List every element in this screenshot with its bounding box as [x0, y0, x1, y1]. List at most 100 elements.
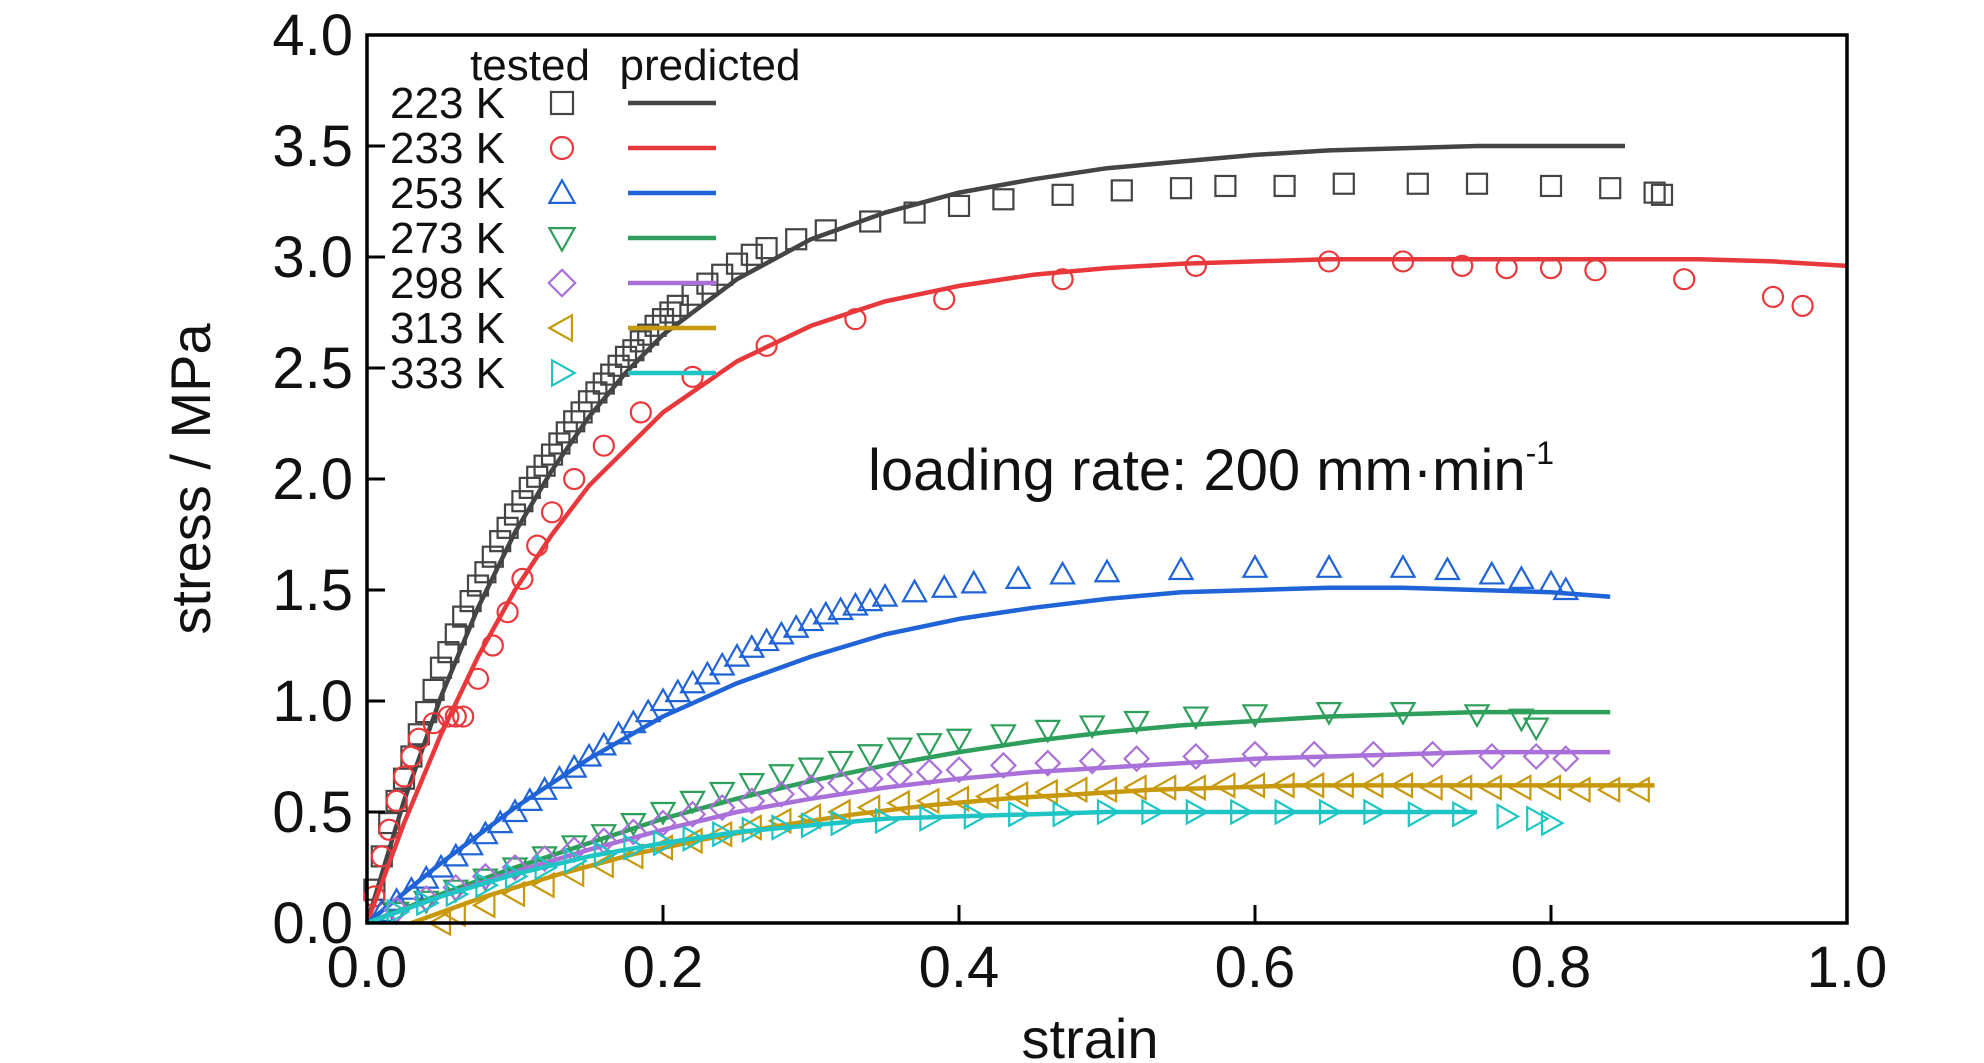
tested-point — [963, 803, 988, 830]
tested-point — [1004, 565, 1032, 590]
tested-point — [466, 574, 490, 597]
tested-point — [1391, 250, 1415, 273]
tested-point — [1389, 771, 1414, 799]
tested-point — [738, 633, 766, 658]
tested-point — [1317, 250, 1341, 273]
tested-point — [989, 751, 1017, 779]
x-tick-label: 0.2 — [623, 935, 704, 1000]
tested-point — [526, 465, 549, 488]
predicted-line — [366, 749, 1611, 926]
tested-point — [682, 825, 707, 853]
tested-point — [1643, 181, 1666, 204]
x-tick-label: 0.4 — [919, 935, 1000, 1000]
tested-point — [1478, 774, 1502, 801]
tested-point — [1508, 565, 1535, 590]
tested-point — [533, 454, 556, 477]
tested-point — [1241, 704, 1269, 729]
tested-point — [915, 758, 943, 786]
tested-point — [503, 503, 527, 526]
tested-point — [1241, 740, 1269, 768]
tested-point — [1650, 183, 1674, 206]
tested-point — [826, 798, 851, 826]
tested-point — [592, 434, 615, 457]
tested-point — [504, 863, 529, 890]
y-tick-label: 0.5 — [272, 780, 353, 845]
legend-label: 333 K — [390, 349, 505, 398]
legend-marker — [550, 358, 577, 388]
tested-point — [738, 773, 766, 797]
tested-point — [1451, 254, 1474, 277]
tested-point — [452, 605, 475, 628]
tested-point — [1273, 174, 1296, 198]
legend-marker — [547, 178, 577, 204]
predicted-line — [364, 143, 1625, 924]
tested-point — [607, 354, 630, 377]
tested-point — [767, 780, 795, 808]
tested-point — [930, 574, 958, 598]
tested-point — [797, 757, 825, 782]
tested-point — [1448, 774, 1473, 801]
tested-point — [1537, 569, 1565, 594]
axes: 0.0 0.2 0.4 0.6 0.8 1.0 0.0 0.5 1.0 1.5 2.0 2.5 3.0 3… — [272, 3, 1887, 1000]
tested-point — [1300, 771, 1325, 799]
tested-point — [1152, 774, 1177, 801]
tested-point — [1552, 576, 1580, 601]
y-tick-label: 1.5 — [272, 558, 353, 623]
tested-point — [437, 705, 460, 728]
tested-point — [1169, 177, 1193, 200]
tested-point — [681, 365, 704, 388]
tested-point — [445, 880, 470, 908]
tested-point — [1463, 704, 1491, 729]
legend-header-tested: tested — [470, 41, 590, 90]
tested-point — [1051, 268, 1074, 291]
tested-point — [992, 188, 1015, 211]
tested-point — [416, 889, 440, 917]
x-tick-label: 0.8 — [1511, 935, 1592, 1000]
tested-point — [437, 641, 460, 664]
tested-point — [886, 737, 914, 762]
tested-point — [511, 567, 534, 591]
tested-point — [901, 578, 928, 603]
tested-point — [664, 678, 692, 703]
tested-point — [386, 898, 411, 926]
tested-point — [1078, 715, 1106, 740]
tested-point — [844, 308, 867, 331]
tested-point — [856, 744, 884, 769]
tested-point — [740, 243, 763, 266]
tested-point — [452, 705, 475, 728]
tested-point — [629, 401, 652, 424]
tested-point — [1034, 719, 1062, 744]
tested-point — [859, 210, 882, 233]
tested-point — [871, 582, 899, 607]
tested-point — [933, 288, 956, 311]
tested-point — [570, 401, 593, 424]
tested-point — [797, 774, 825, 802]
legend-label: 233 K — [390, 124, 505, 173]
tested-point — [563, 467, 586, 491]
tested-point — [548, 432, 571, 455]
tested-point — [555, 421, 578, 444]
tested-point — [531, 845, 559, 873]
tested-point — [1182, 706, 1210, 731]
tested-point — [629, 330, 652, 353]
tested-point — [1241, 771, 1266, 799]
tested-point — [422, 712, 445, 735]
tested-point — [1078, 747, 1106, 775]
tested-point — [1452, 800, 1476, 828]
x-tick-label: 1.0 — [1807, 935, 1888, 1000]
tested-point — [1599, 177, 1622, 200]
tested-point — [708, 651, 736, 676]
tested-point — [1761, 285, 1785, 309]
tested-point — [496, 601, 519, 624]
tested-point — [614, 345, 638, 368]
tested-point — [903, 201, 926, 224]
tested-point — [585, 381, 608, 404]
tested-point — [1496, 803, 1521, 830]
data-marks — [363, 143, 1848, 937]
tested-point — [886, 760, 914, 788]
tested-point — [1096, 798, 1121, 826]
tested-point — [459, 589, 482, 613]
tested-point — [915, 787, 940, 815]
tested-point — [370, 845, 393, 868]
